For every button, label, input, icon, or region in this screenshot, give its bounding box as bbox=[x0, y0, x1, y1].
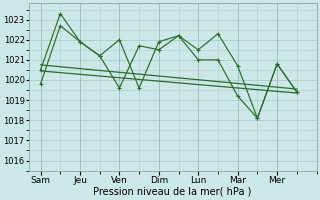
X-axis label: Pression niveau de la mer( hPa ): Pression niveau de la mer( hPa ) bbox=[93, 187, 252, 197]
